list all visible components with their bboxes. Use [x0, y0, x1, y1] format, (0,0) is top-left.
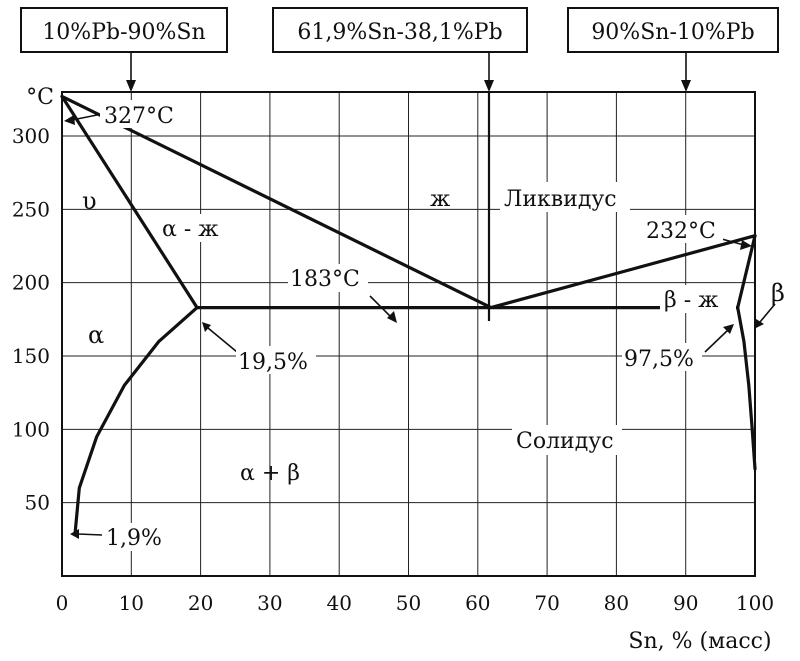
arrow-19 [77, 533, 103, 536]
x-axis-title: Sn, % (масс) [628, 629, 771, 654]
y-axis-title: °C [26, 85, 54, 110]
y-tick-label: 200 [12, 271, 50, 295]
header-arrowhead-1 [126, 80, 136, 92]
y-tick-label: 250 [12, 197, 50, 221]
header-box-3-text: 90%Sn-10%Pb [591, 20, 754, 45]
label-183: 183°C [290, 267, 360, 292]
label-19: 1,9% [106, 526, 162, 551]
arrow-327 [71, 113, 103, 121]
arrowhead-183 [387, 311, 397, 323]
header-box-1: 10%Pb-90%Sn [20, 7, 228, 53]
header-box-3: 90%Sn-10%Pb [567, 7, 779, 53]
label-975: 97,5% [624, 347, 694, 372]
y-tick-label: 150 [12, 344, 50, 368]
x-tick-label: 10 [119, 591, 144, 615]
header-arrowhead-2 [484, 80, 494, 92]
header-box-2: 61,9%Sn-38,1%Pb [272, 7, 528, 53]
arrow-195 [207, 327, 238, 353]
arrowhead-19 [70, 529, 79, 539]
label-195: 19,5% [238, 350, 308, 375]
series-solvus-alpha [73, 306, 199, 534]
grid [62, 92, 755, 576]
x-tick-label: 20 [188, 591, 213, 615]
header-arrowhead-3 [681, 80, 691, 92]
arrowhead-327 [64, 115, 75, 125]
arrowhead-beta [754, 319, 764, 329]
region-solidus: Солидус [516, 429, 614, 454]
plot-frame [61, 91, 756, 577]
region-alpha-beta: α + β [240, 461, 300, 486]
region-liquid: ж [430, 187, 450, 212]
tick-labels: 0 10 20 30 40 50 60 70 80 90 100 50 100 150 200 250 300 [12, 124, 774, 615]
label-232: 232°C [646, 219, 716, 244]
region-alpha-liquid: α - ж [162, 217, 219, 242]
header-arrows [126, 52, 691, 321]
annotations: 327°C 232°C 183°C 19,5% 97,5% 1,9% [100, 100, 723, 551]
arrow-183 [369, 295, 393, 319]
arrowhead-975 [723, 324, 734, 334]
y-tick-label: 50 [25, 491, 50, 515]
arrow-beta [759, 303, 776, 323]
y-tick-label: 100 [12, 417, 50, 441]
x-tick-label: 100 [736, 591, 774, 615]
label-327: 327°C [104, 104, 174, 129]
curves [60, 94, 757, 534]
x-tick-label: 0 [56, 591, 69, 615]
arrow-975 [704, 329, 729, 353]
x-tick-label: 30 [257, 591, 282, 615]
region-liquidus: Ликвидус [504, 187, 617, 212]
x-tick-label: 90 [673, 591, 698, 615]
y-tick-label: 300 [12, 124, 50, 148]
region-labels: υ α - ж ж Ликвидус α β - ж β Солидус α +… [82, 182, 785, 486]
region-alpha: α [88, 321, 104, 349]
x-tick-label: 50 [396, 591, 421, 615]
x-tick-label: 80 [604, 591, 629, 615]
region-beta: β [771, 279, 785, 307]
x-tick-label: 70 [534, 591, 559, 615]
arrowhead-232 [740, 240, 752, 250]
arrowhead-195 [202, 322, 211, 332]
x-tick-label: 60 [465, 591, 490, 615]
annotation-arrows [64, 113, 776, 539]
x-tick-label: 40 [326, 591, 351, 615]
series-солидус [60, 94, 757, 310]
region-upsilon: υ [82, 187, 97, 215]
series-solvus-beta [736, 306, 757, 471]
header-box-1-text: 10%Pb-90%Sn [42, 20, 205, 45]
region-beta-liquid: β - ж [664, 288, 718, 313]
header-box-2-text: 61,9%Sn-38,1%Pb [297, 20, 502, 45]
